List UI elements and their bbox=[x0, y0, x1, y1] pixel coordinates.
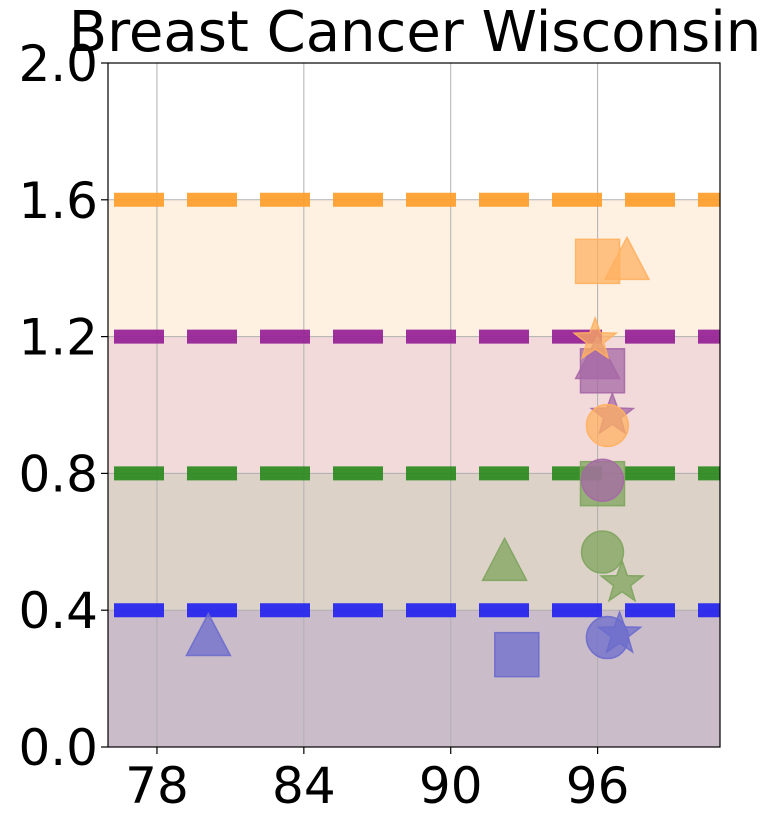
triangle-point bbox=[603, 235, 651, 281]
star-point bbox=[596, 609, 643, 654]
x-tick-label: 90 bbox=[419, 757, 483, 815]
triangle-point bbox=[185, 611, 232, 657]
band-fill bbox=[108, 336, 720, 474]
x-tick-label: 78 bbox=[125, 757, 189, 815]
y-tick-label: 0.0 bbox=[18, 719, 98, 777]
y-tick-label: 0.4 bbox=[18, 582, 98, 640]
y-tick-label: 1.6 bbox=[18, 172, 98, 230]
x-tick-label: 96 bbox=[566, 757, 630, 815]
plot-frame bbox=[107, 62, 721, 748]
circle-point bbox=[580, 458, 625, 502]
y-tick-label: 2.0 bbox=[18, 35, 98, 93]
y-tick-label: 0.8 bbox=[18, 445, 98, 503]
x-tick-label: 84 bbox=[272, 757, 336, 815]
star-point bbox=[599, 558, 646, 603]
y-tick-label: 1.2 bbox=[18, 309, 98, 367]
star-point bbox=[572, 315, 619, 360]
circle-point bbox=[580, 530, 625, 574]
chart-title: Breast Cancer Wisconsin bbox=[68, 0, 762, 65]
circle-point bbox=[585, 403, 630, 448]
triangle-point bbox=[481, 536, 528, 582]
square-point bbox=[494, 631, 540, 678]
